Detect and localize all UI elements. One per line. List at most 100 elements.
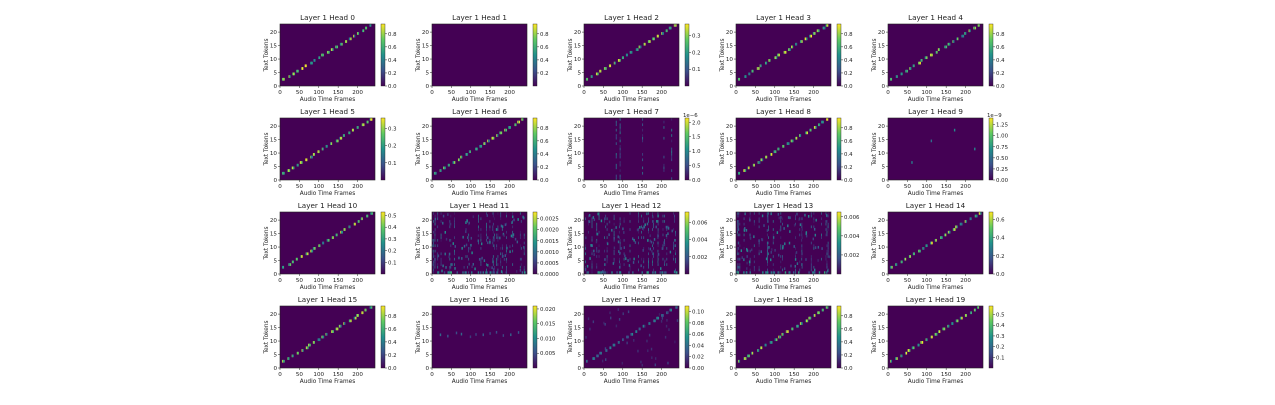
y-axis-label: Text Tokens bbox=[264, 226, 270, 260]
heatmap-cell bbox=[500, 270, 503, 273]
heatmap-cell bbox=[521, 271, 524, 274]
x-tick-label: 200 bbox=[808, 278, 819, 284]
heatmap-background bbox=[888, 118, 983, 180]
heatmap-cell bbox=[523, 252, 525, 256]
heatmap-cell bbox=[737, 230, 738, 234]
heatmap-cell bbox=[788, 142, 790, 145]
heatmap-cell bbox=[313, 341, 315, 344]
heatmap-cell bbox=[640, 45, 642, 49]
heatmap-cell bbox=[597, 354, 599, 358]
heatmap-cell bbox=[962, 34, 965, 38]
heatmap-cell bbox=[505, 128, 508, 132]
heatmap-cell bbox=[753, 220, 755, 223]
heatmap-cell bbox=[305, 158, 308, 162]
panel-title: Layer 1 Head 19 bbox=[906, 295, 966, 304]
heatmap-cell bbox=[434, 238, 436, 242]
heatmap-cell bbox=[626, 341, 628, 345]
heatmap-cell bbox=[674, 340, 676, 344]
x-axis-label: Audio Time Frames bbox=[452, 191, 507, 197]
heatmap-cell bbox=[674, 217, 675, 221]
colorbar-tick-label: 0.0 bbox=[388, 84, 397, 90]
heatmap-cell bbox=[470, 236, 473, 240]
y-axis-label: Text Tokens bbox=[872, 226, 878, 260]
heatmap-cell bbox=[671, 158, 673, 162]
heatmap-cell bbox=[493, 267, 495, 271]
x-tick-label: 0 bbox=[430, 372, 434, 378]
heatmap-cell bbox=[795, 217, 796, 221]
heatmap-cells bbox=[281, 118, 373, 175]
colorbar: 0.00.20.40.6 bbox=[988, 211, 1005, 278]
heatmap-cell bbox=[480, 263, 482, 266]
heatmap-cell bbox=[772, 268, 774, 272]
x-tick-label: 200 bbox=[960, 278, 971, 284]
heatmap-cell bbox=[977, 306, 980, 309]
heatmap-cell bbox=[328, 50, 330, 54]
heatmap-cell bbox=[604, 258, 606, 261]
heatmap-cell bbox=[433, 271, 434, 274]
colorbar-gradient bbox=[532, 117, 538, 181]
heatmap-cell bbox=[738, 265, 740, 269]
y-tick-label: 0 bbox=[425, 178, 429, 184]
colorbar-gradient bbox=[988, 305, 994, 369]
heatmap-cell bbox=[514, 237, 517, 241]
x-tick-label: 100 bbox=[921, 184, 932, 190]
y-tick-label: 0 bbox=[425, 272, 429, 278]
heatmap-cell bbox=[619, 161, 621, 164]
heatmap-cell bbox=[619, 265, 620, 269]
x-tick-label: 50 bbox=[752, 278, 760, 284]
heatmap-cells bbox=[585, 306, 679, 367]
heatmap-background bbox=[736, 118, 831, 180]
heatmap-cell bbox=[671, 229, 673, 233]
x-tick-label: 0 bbox=[886, 372, 890, 378]
heatmap-cell bbox=[492, 244, 494, 248]
heatmap-cell bbox=[480, 238, 482, 242]
heatmap-cell bbox=[596, 247, 598, 250]
heatmap-cell bbox=[795, 252, 796, 256]
x-tick-label: 50 bbox=[904, 372, 912, 378]
heatmap-cell bbox=[341, 230, 344, 234]
heatmap-cell bbox=[663, 166, 665, 170]
heatmap-cell bbox=[623, 217, 625, 221]
y-tick-label: 15 bbox=[574, 232, 582, 238]
heatmap-cell bbox=[432, 238, 434, 242]
heatmap-cell bbox=[523, 241, 525, 245]
heatmap-cell bbox=[588, 271, 589, 274]
heatmap-cell bbox=[737, 265, 739, 269]
heatmap-cell bbox=[739, 268, 741, 272]
heatmap-cell bbox=[489, 240, 491, 244]
y-tick-label: 10 bbox=[270, 339, 278, 345]
y-tick-label: 15 bbox=[422, 138, 430, 144]
x-tick-label: 100 bbox=[313, 372, 324, 378]
heatmap-cell bbox=[743, 238, 745, 242]
heatmap-cell bbox=[469, 247, 471, 250]
heatmap-cell bbox=[757, 349, 760, 352]
colorbar-gradient bbox=[532, 23, 538, 87]
heatmap-cell bbox=[613, 238, 615, 242]
heatmap-cell bbox=[609, 346, 612, 350]
heatmap-cell bbox=[613, 233, 615, 237]
heatmap-cell bbox=[753, 265, 755, 269]
heatmap-cell bbox=[632, 271, 634, 274]
colorbar-tick-label: 1.00 bbox=[996, 134, 1009, 140]
heatmap-cell bbox=[586, 77, 589, 81]
y-tick-label: 5 bbox=[881, 71, 885, 77]
heatmap-cell bbox=[494, 217, 495, 221]
heatmap-cell bbox=[749, 249, 751, 253]
heatmap-cells bbox=[281, 212, 374, 269]
y-tick-label: 0 bbox=[425, 366, 429, 372]
heatmap-cell bbox=[352, 128, 355, 132]
heatmap-cell bbox=[357, 126, 359, 129]
heatmap-cell bbox=[767, 260, 768, 264]
heatmap-cell bbox=[744, 169, 747, 172]
heatmap-cell bbox=[652, 255, 654, 258]
heatmap-cell bbox=[357, 314, 359, 317]
heatmap-cell bbox=[497, 271, 499, 274]
heatmap-cell bbox=[642, 249, 644, 252]
x-tick-label: 50 bbox=[752, 372, 760, 378]
